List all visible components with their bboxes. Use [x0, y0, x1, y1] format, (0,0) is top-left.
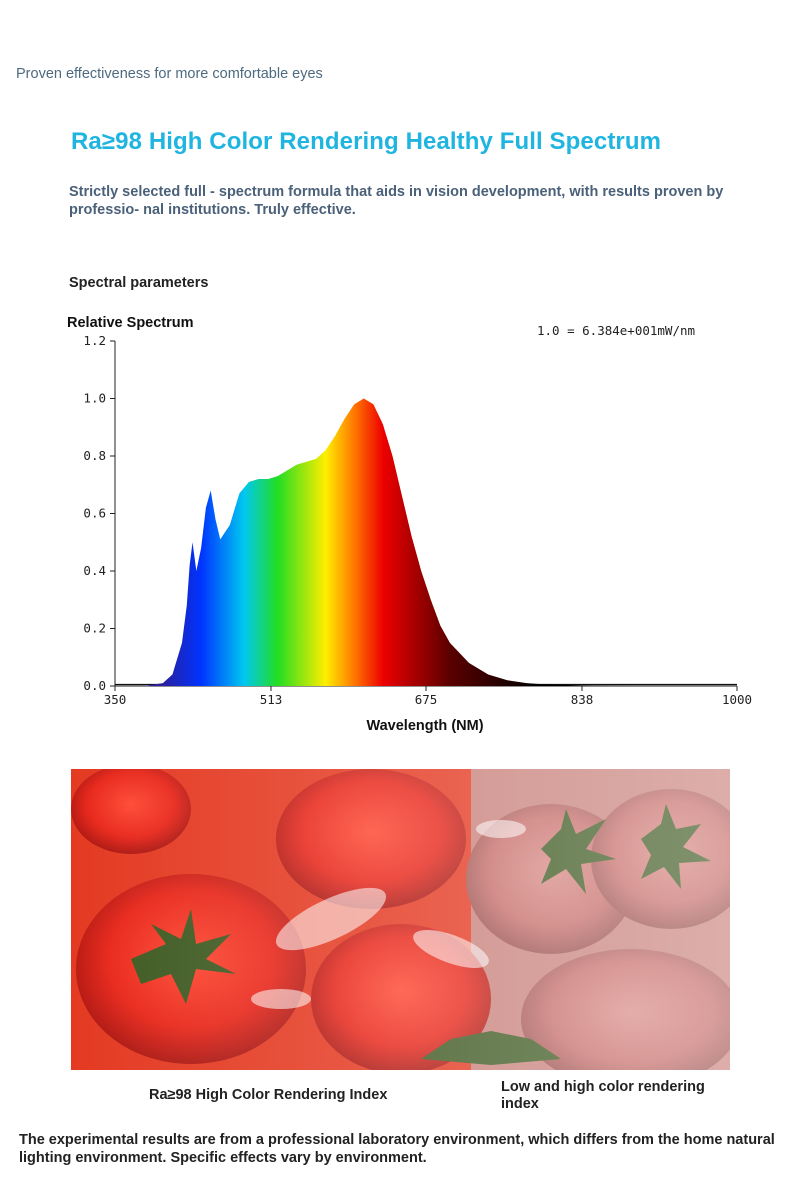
x-tick-label: 513	[260, 692, 283, 707]
x-tick-label: 838	[571, 692, 594, 707]
description: Strictly selected full - spectrum formul…	[69, 184, 724, 218]
scale-annotation: 1.0 = 6.384e+001mW/nm	[537, 323, 695, 338]
x-tick-label: 675	[415, 692, 438, 707]
footnote: The experimental results are from a prof…	[19, 1132, 775, 1166]
strawberry-photo-illustration	[71, 769, 730, 1070]
y-tick-label: 1.2	[83, 333, 106, 348]
spectral-section-title: Spectral parameters	[69, 275, 209, 291]
y-tick-label: 0.6	[83, 506, 106, 521]
tagline: Proven effectiveness for more comfortabl…	[16, 66, 323, 82]
y-tick-label: 0.8	[83, 448, 106, 463]
y-tick-label: 1.0	[83, 391, 106, 406]
left-caption: Ra≥98 High Color Rendering Index	[149, 1087, 388, 1103]
x-axis-label: Wavelength (NM)	[366, 718, 483, 734]
strawberry-comparison-image	[71, 769, 730, 1070]
right-caption: Low and high color rendering index	[501, 1079, 705, 1112]
spectrum-area	[115, 398, 737, 686]
y-tick-label: 0.4	[83, 563, 106, 578]
y-tick-label: 0.0	[83, 678, 106, 693]
y-tick-label: 0.2	[83, 621, 106, 636]
y-axis-label: Relative Spectrum	[67, 315, 194, 331]
spectrum-chart: 0.0 0.2 0.4 0.6 0.8 1.0 1.2 350 513 675 838 1000 Re…	[67, 315, 752, 734]
x-tick-label: 350	[104, 692, 127, 707]
headline: Ra≥98 High Color Rendering Healthy Full …	[71, 128, 662, 155]
x-tick-label: 1000	[722, 692, 752, 707]
